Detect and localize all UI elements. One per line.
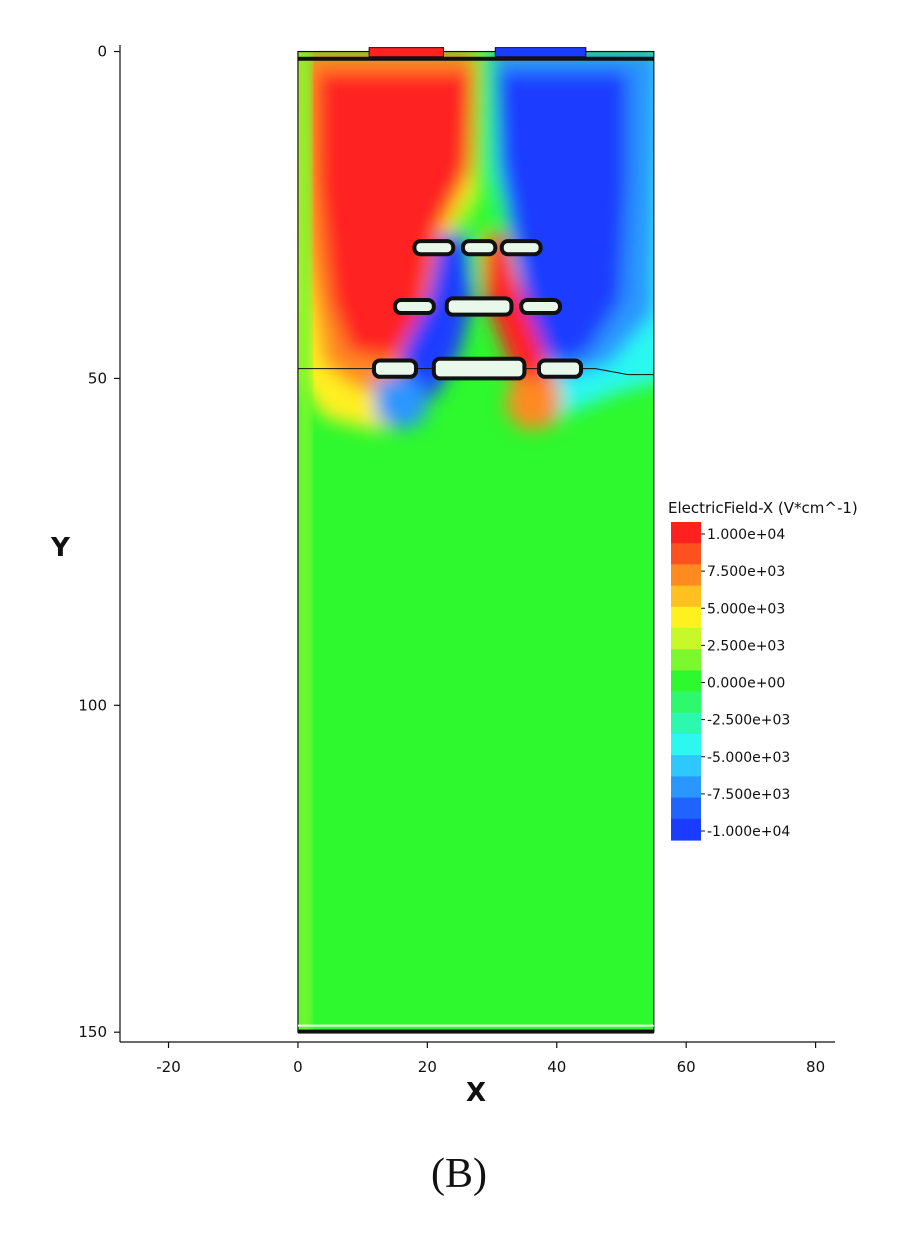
- top-contact-left: [368, 47, 445, 58]
- y-tick-label: 0: [97, 43, 107, 61]
- colorbar-swatch: [671, 606, 701, 629]
- y-tick-label: 50: [88, 369, 107, 387]
- field-smooth-layer: [297, 51, 654, 431]
- colorbar-legend: ElectricField-X (V*cm^-1) 1.000e+04 7.500e…: [668, 499, 858, 841]
- field-left-edge: [297, 51, 311, 1033]
- electrode-6: [519, 297, 562, 316]
- colorbar-tick-label: 2.500e+03: [707, 638, 785, 654]
- electrode-2: [460, 239, 498, 257]
- field-lower-right-orange: [505, 378, 557, 431]
- colorbar-tick-label: 7.500e+03: [707, 564, 785, 580]
- colorbar-tick-label: -5.000e+03: [707, 750, 790, 766]
- device-structure: [297, 47, 655, 1034]
- field-left-red-lobe: [317, 71, 473, 359]
- colorbar-swatch: [671, 755, 701, 777]
- colorbar-swatch: [671, 522, 701, 544]
- bottom-contact-bar: [297, 1029, 654, 1034]
- colorbar-swatch: [671, 712, 701, 735]
- field-heatmap: [297, 51, 654, 1033]
- x-tick-label: 80: [806, 1058, 825, 1076]
- top-contact-bar: [297, 56, 654, 61]
- electrode-9: [536, 358, 584, 379]
- colorbar-swatch: [671, 797, 701, 820]
- colorbar-swatch: [671, 564, 701, 587]
- colorbar-swatch: [671, 670, 701, 693]
- field-center-channel: [472, 51, 489, 287]
- colorbar-tick-label: 0.000e+00: [707, 676, 785, 692]
- colorbar-swatch: [671, 776, 701, 799]
- figure-caption: (B): [431, 1151, 487, 1197]
- field-edge-group: [297, 51, 311, 1033]
- colorbar-tick-label: -7.500e+03: [707, 787, 790, 803]
- x-axis-label: X: [466, 1078, 487, 1108]
- colorbar-swatch: [671, 818, 701, 841]
- colorbar-tick-label: 5.000e+03: [707, 601, 785, 617]
- colorbar-swatch: [671, 543, 701, 565]
- field-lower-left-blue: [375, 378, 428, 431]
- colorbar-swatch: [671, 734, 701, 756]
- y-tick-label: 150: [78, 1023, 107, 1041]
- electrode-3: [499, 239, 543, 257]
- colorbar-tick-label: -1.000e+04: [707, 824, 790, 840]
- electrode-8: [431, 356, 527, 381]
- field-right-blue-lobe: [498, 71, 628, 359]
- x-tick-label: 20: [418, 1058, 437, 1076]
- colorbar-tick-label: -2.500e+03: [707, 713, 790, 729]
- colorbar-swatch: [671, 585, 701, 608]
- colorbar-swatch: [671, 691, 701, 714]
- x-tick-label: 0: [293, 1058, 303, 1076]
- colorbar-title: ElectricField-X (V*cm^-1): [668, 499, 858, 517]
- y-axis-label: Y: [51, 533, 70, 563]
- colorbar-swatch: [671, 649, 701, 671]
- y-tick-label: 100: [78, 696, 107, 714]
- x-tick-label: -20: [156, 1058, 181, 1076]
- x-tick-label: 60: [677, 1058, 696, 1076]
- electrode-5: [444, 296, 514, 317]
- x-tick-label: 40: [547, 1058, 566, 1076]
- colorbar-tick-label: 1.000e+04: [707, 527, 785, 543]
- colorbar-swatch: [671, 628, 701, 650]
- top-contact-right: [494, 47, 587, 58]
- electrode-1: [412, 239, 456, 257]
- electrode-4: [393, 297, 436, 316]
- axes: -20 0 20 40 60 80 0 50 100 150: [78, 43, 835, 1076]
- electrode-7: [371, 358, 419, 379]
